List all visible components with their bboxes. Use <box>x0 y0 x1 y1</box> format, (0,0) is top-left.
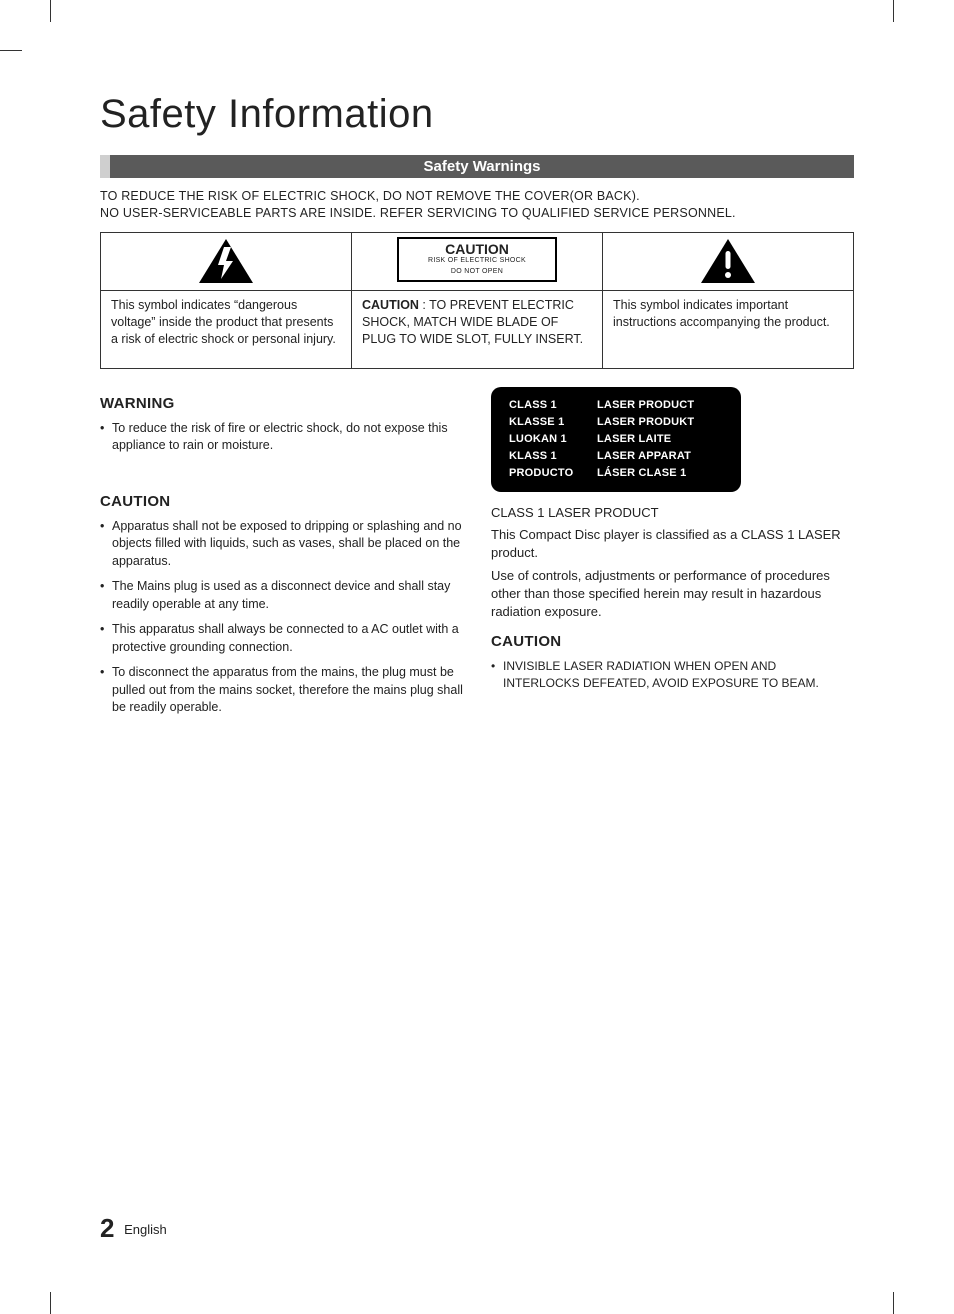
intro-line: TO REDUCE THE RISK OF ELECTRIC SHOCK, DO… <box>100 188 854 205</box>
laser-row: KLASSE 1LASER PRODUKT <box>509 414 723 431</box>
intro-text: TO REDUCE THE RISK OF ELECTRIC SHOCK, DO… <box>100 188 854 222</box>
caution-label-cell: CAUTION RISK OF ELECTRIC SHOCK DO NOT OP… <box>352 232 603 290</box>
triple-left-text: This symbol indicates “dangerous voltage… <box>101 290 352 368</box>
page-language: English <box>124 1222 167 1237</box>
left-column: WARNING To reduce the risk of fire or el… <box>100 387 463 725</box>
caution-box-sub: DO NOT OPEN <box>399 268 555 279</box>
caution-heading: CAUTION <box>100 491 463 512</box>
exclaim-triangle-cell <box>603 232 854 290</box>
crop-mark <box>0 50 22 51</box>
two-column-layout: WARNING To reduce the risk of fire or el… <box>100 387 854 725</box>
page-number: 2 <box>100 1213 114 1243</box>
caution-heading: CAUTION <box>491 631 854 652</box>
bolt-triangle-cell <box>101 232 352 290</box>
page-title: Safety Information <box>100 92 854 137</box>
triple-mid-text: CAUTION : TO PREVENT ELECTRIC SHOCK, MAT… <box>352 290 603 368</box>
caution-box-title: CAUTION <box>399 239 555 257</box>
class1-para: This Compact Disc player is classified a… <box>491 526 854 562</box>
warning-heading: WARNING <box>100 393 463 414</box>
caution-list: INVISIBLE LASER RADIATION WHEN OPEN AND … <box>491 658 854 692</box>
crop-mark <box>893 1292 894 1314</box>
laser-row: KLASS 1LASER APPARAT <box>509 448 723 465</box>
intro-line: NO USER-SERVICEABLE PARTS ARE INSIDE. RE… <box>100 205 854 222</box>
caution-box-sub: RISK OF ELECTRIC SHOCK <box>399 257 555 268</box>
page-footer: 2 English <box>100 1213 167 1244</box>
lightning-triangle-icon <box>105 237 347 285</box>
laser-row: LUOKAN 1LASER LAITE <box>509 431 723 448</box>
laser-row: CLASS 1LASER PRODUCT <box>509 397 723 414</box>
laser-row: PRODUCTOLÁSER CLASE 1 <box>509 465 723 482</box>
caution-list: Apparatus shall not be exposed to drippi… <box>100 518 463 717</box>
crop-mark <box>50 1292 51 1314</box>
section-bar: Safety Warnings <box>100 155 854 178</box>
list-item: To reduce the risk of fire or electric s… <box>100 420 463 455</box>
class1-heading: CLASS 1 LASER PRODUCT <box>491 504 854 522</box>
list-item: The Mains plug is used as a disconnect d… <box>100 578 463 613</box>
class1-para: Use of controls, adjustments or performa… <box>491 567 854 622</box>
laser-class-box: CLASS 1LASER PRODUCT KLASSE 1LASER PRODU… <box>491 387 741 492</box>
crop-mark <box>50 0 51 22</box>
page-content: Safety Information Safety Warnings TO RE… <box>0 0 954 765</box>
crop-mark <box>893 0 894 22</box>
list-item: This apparatus shall always be connected… <box>100 621 463 656</box>
triple-right-text: This symbol indicates important instruct… <box>603 290 854 368</box>
triple-mid-prefix: CAUTION <box>362 298 419 312</box>
warning-triple-box: CAUTION RISK OF ELECTRIC SHOCK DO NOT OP… <box>100 232 854 369</box>
caution-box: CAUTION RISK OF ELECTRIC SHOCK DO NOT OP… <box>397 237 557 282</box>
list-item: Apparatus shall not be exposed to drippi… <box>100 518 463 571</box>
warning-list: To reduce the risk of fire or electric s… <box>100 420 463 455</box>
list-item: To disconnect the apparatus from the mai… <box>100 664 463 717</box>
exclamation-triangle-icon <box>607 237 849 285</box>
right-column: CLASS 1LASER PRODUCT KLASSE 1LASER PRODU… <box>491 387 854 725</box>
list-item: INVISIBLE LASER RADIATION WHEN OPEN AND … <box>491 658 854 692</box>
